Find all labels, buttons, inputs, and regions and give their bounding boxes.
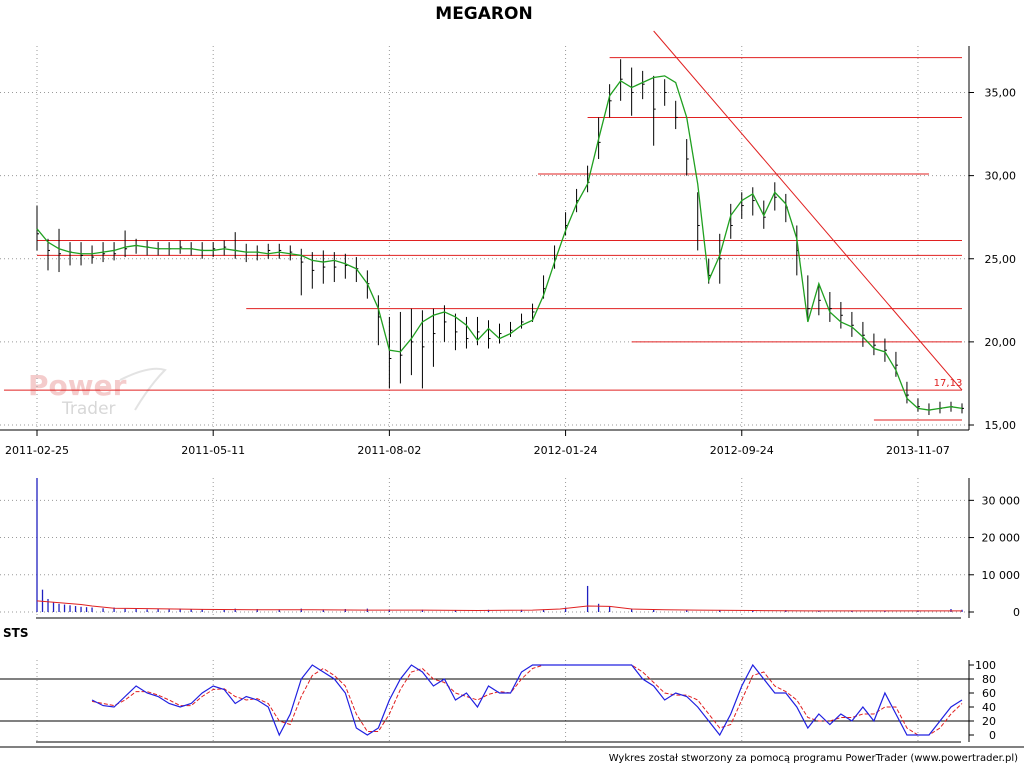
volume-pane: 0 10 000 20 000 30 000 [0,478,1020,619]
price-x-ticks: 2011-02-25 2011-05-11 2011-08-02 2012-01-24… [5,430,950,457]
sts-ytick-label-1: 20 [982,715,996,728]
price-xtick-label-4: 2012-09-24 [710,444,774,457]
sts-grid [36,660,919,742]
moving-average-line [36,75,963,411]
powertrader-logo: Power Trader [28,367,167,419]
sts-ytick-label-4: 80 [982,673,996,686]
price-pane: 17,13 15,00 20,00 25,00 30,00 35,00 2011-02-… [0,30,1017,457]
trend-line [653,30,963,391]
sts-ytick-label-2: 40 [982,701,996,714]
sts-ytick-label-3: 60 [982,687,996,700]
price-ytick-label-3: 30,00 [985,170,1017,183]
price-xtick-label-5: 2013-11-07 [886,444,950,457]
price-ytick-label-1: 20,00 [985,336,1017,349]
sts-reference-lines [0,678,969,722]
price-bars [36,59,964,416]
price-grid [0,46,969,430]
volume-bars [36,478,963,612]
volume-ytick-label-2: 20 000 [982,532,1021,545]
volume-average-line [36,600,962,612]
footer-credit: Wykres został stworzony za pomocą progra… [609,753,1018,764]
logo-line2: Trader [61,399,116,419]
sts-d-line [91,664,963,736]
price-ytick-label-4: 35,00 [985,87,1017,100]
price-xtick-label-1: 2011-05-11 [181,444,245,457]
support-resistance-lines [3,57,962,421]
logo-line1: Power [28,369,127,402]
price-xtick-label-2: 2011-08-02 [357,444,421,457]
sts-k-line [91,663,963,737]
volume-ytick-label-3: 30 000 [982,494,1021,507]
volume-ytick-label-1: 10 000 [982,569,1021,582]
price-ytick-label-0: 15,00 [985,419,1017,432]
sts-ytick-label-0: 0 [989,729,996,742]
volume-ytick-label-0: 0 [1013,606,1020,619]
sts-ytick-label-5: 100 [975,659,996,672]
price-annotation: 17,13 [934,378,963,389]
sts-label: STS [3,626,28,640]
price-ytick-label-2: 25,00 [985,253,1017,266]
logo-swoosh-icon [119,367,167,411]
volume-grid [0,478,969,618]
price-xtick-label-3: 2012-01-24 [534,444,598,457]
volume-y-ticks: 0 10 000 20 000 30 000 [969,494,1020,619]
price-xtick-label-0: 2011-02-25 [5,444,69,457]
chart-title: MEGARON [435,4,532,24]
price-y-ticks: 15,00 20,00 25,00 30,00 35,00 [969,87,1017,432]
